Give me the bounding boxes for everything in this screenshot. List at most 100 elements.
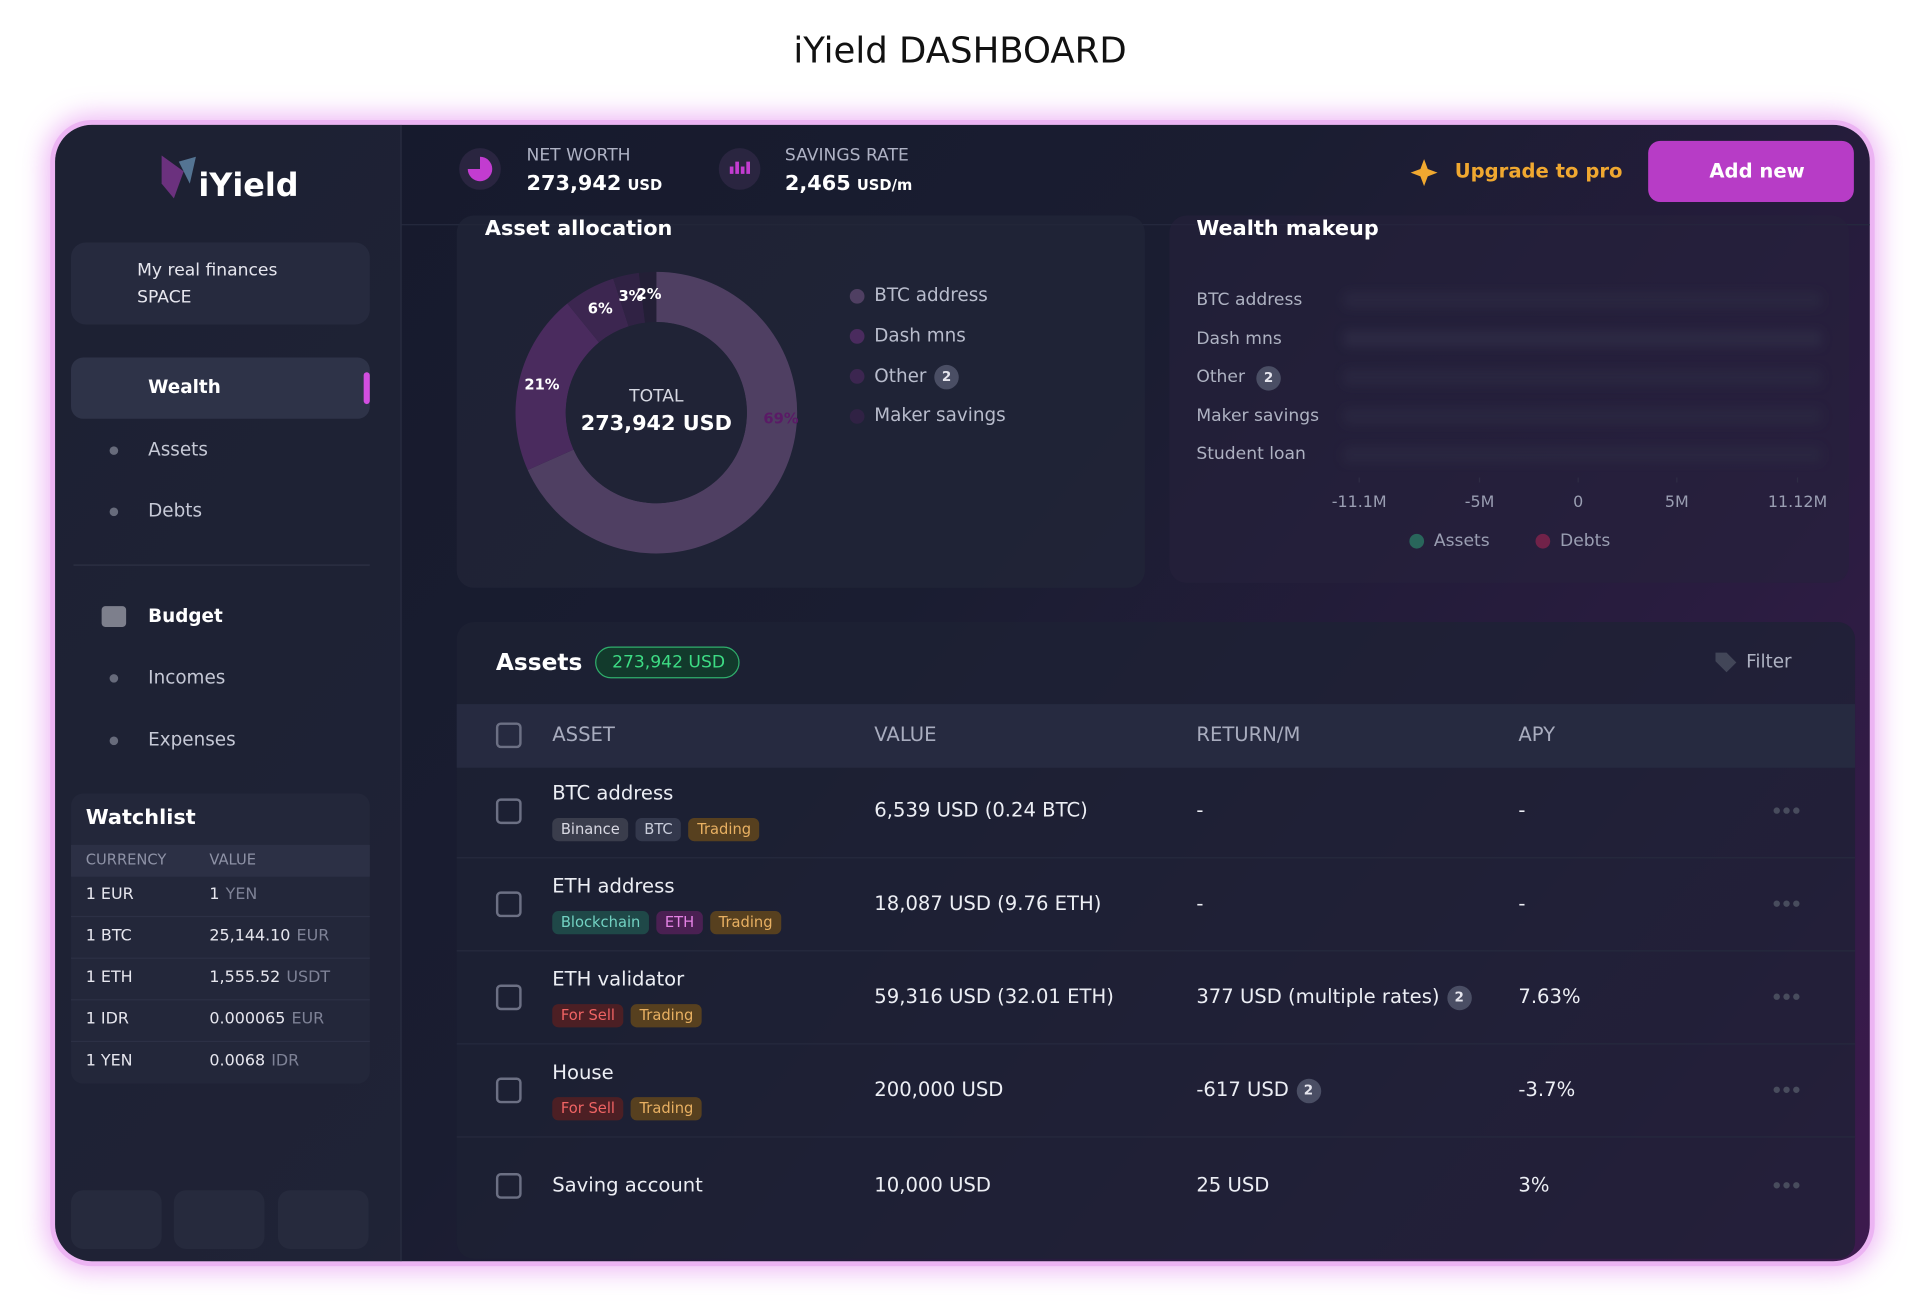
watchlist-amount: 0.0068 [209, 1051, 266, 1070]
space-selector[interactable] [71, 242, 370, 325]
asset-name: ETH address [552, 873, 675, 898]
total-badge-text: 273,942 USD [612, 652, 726, 673]
row-divider [71, 1040, 370, 1043]
tag: Blockchain [552, 911, 649, 935]
upgrade-link[interactable]: Upgrade to pro [1454, 158, 1623, 182]
count-badge-text: 2 [941, 368, 952, 385]
asset-name: BTC address [552, 780, 674, 804]
nav-subitem[interactable]: Expenses [148, 728, 236, 751]
row-label: Student loan [1196, 444, 1306, 465]
add-button-label: Add new [1709, 158, 1805, 182]
stat-value: 2,465 USD/m [785, 170, 912, 198]
space-name: My real finances [137, 260, 278, 281]
checkbox[interactable] [495, 1077, 522, 1104]
x-tick-label: 11.12M [1767, 492, 1828, 512]
tag: Trading [688, 817, 760, 842]
asset-value: 10,000 USD [874, 1172, 991, 1196]
nav-active[interactable] [71, 357, 370, 419]
asset-value: 6,539 USD (0.24 BTC) [874, 797, 1088, 822]
watchlist-amount: 0.000065 [209, 1009, 286, 1029]
row-label: BTC address [1196, 290, 1303, 310]
x-tick-label: -5M [1464, 492, 1495, 512]
donut-label: 69% [763, 410, 799, 428]
watchlist-value: 25,144.10 EUR [209, 926, 329, 947]
checkbox[interactable] [495, 891, 522, 918]
card-title: Assets [495, 648, 583, 676]
asset-name: House [552, 1059, 614, 1084]
asset-apy: - [1518, 890, 1526, 915]
page-title: iYield DASHBOARD [793, 29, 1127, 72]
row-menu[interactable] [1763, 889, 1812, 918]
asset-value: 59,316 USD (32.01 ETH) [874, 983, 1114, 1008]
checkbox[interactable] [495, 722, 522, 749]
row-menu[interactable] [1763, 796, 1812, 825]
watchlist-value: 0.0068 IDR [209, 1051, 299, 1072]
table-header [456, 704, 1856, 768]
watchlist-currency: 1 ETH [85, 968, 133, 987]
count-badge: 2 [934, 365, 959, 390]
legend-label: BTC address [874, 284, 988, 307]
card-title: Asset allocation [484, 216, 673, 242]
watchlist-unit: YEN [225, 884, 258, 904]
checkbox[interactable] [495, 1173, 522, 1199]
add-button[interactable] [1648, 140, 1854, 203]
watchlist-currency: 1 IDR [85, 1009, 129, 1029]
dashboard-layer: iYield My real finances SPACE Wealth Assets D… [55, 124, 1870, 1262]
checkbox[interactable] [495, 798, 522, 825]
allocation-card [456, 215, 1145, 588]
sparkle-icon [1410, 159, 1438, 187]
nav-subitem[interactable]: Assets [148, 438, 208, 461]
filter-button[interactable]: Filter [1746, 650, 1792, 673]
stat-label: NET WORTH [526, 145, 631, 166]
tag-list: For Sell Trading [552, 1097, 1042, 1121]
count-badge-text: 2 [1303, 1082, 1314, 1099]
column-header[interactable]: APY [1518, 721, 1556, 746]
stat-icon [740, 166, 745, 174]
column-header[interactable]: RETURN/M [1196, 721, 1301, 746]
asset-return: -617 USD [1196, 1077, 1289, 1101]
row-menu[interactable] [1763, 1171, 1812, 1200]
watchlist-currency: 1 YEN [85, 1051, 133, 1070]
row-menu[interactable] [1763, 982, 1812, 1011]
stat-value: 273,942 USD [527, 170, 663, 198]
legend-label: Other [874, 364, 927, 387]
watchlist-title: Watchlist [85, 805, 196, 831]
row-divider [456, 1043, 1856, 1045]
settings-button[interactable] [173, 1190, 265, 1249]
tag: Trading [630, 1004, 702, 1028]
tag-list: For Sell Trading [552, 1004, 1042, 1028]
nav-item[interactable]: Budget [148, 605, 223, 628]
column-header[interactable]: VALUE [874, 721, 937, 746]
space-type: SPACE [137, 287, 192, 308]
legend-label: Dash mns [874, 324, 966, 347]
asset-return: - [1196, 797, 1204, 822]
watchlist-currency: 1 BTC [85, 926, 132, 945]
asset-apy: - [1518, 797, 1526, 822]
row-label: Maker savings [1196, 406, 1320, 426]
donut-label: 3% [618, 288, 644, 306]
watchlist-column: CURRENCY [85, 851, 167, 869]
row-divider [71, 915, 370, 918]
checkbox[interactable] [495, 984, 522, 1011]
tag: Trading [710, 911, 782, 935]
stat-number: 273,942 [526, 171, 622, 196]
stat-unit: USD [627, 176, 663, 194]
stat-icon [746, 161, 751, 174]
row-menu[interactable] [1763, 1075, 1812, 1104]
row-label: Other [1196, 367, 1246, 388]
row-divider [456, 857, 1856, 859]
card-title: Wealth makeup [1196, 216, 1379, 242]
column-header[interactable]: ASSET [552, 721, 615, 746]
asset-name: Saving account [552, 1172, 703, 1196]
nav-subitem[interactable]: Incomes [148, 666, 226, 689]
x-tick-label: 0 [1573, 492, 1584, 512]
profile-button[interactable] [277, 1190, 369, 1249]
nav-subitem[interactable]: Debts [148, 499, 203, 522]
watchlist-header [71, 844, 370, 877]
count-badge: 2 [1446, 985, 1472, 1011]
total-badge: 273,942 USD [595, 646, 740, 679]
trash-button[interactable] [71, 1190, 162, 1249]
nav-item[interactable]: Wealth [148, 376, 221, 399]
row-label: Dash mns [1196, 328, 1282, 349]
